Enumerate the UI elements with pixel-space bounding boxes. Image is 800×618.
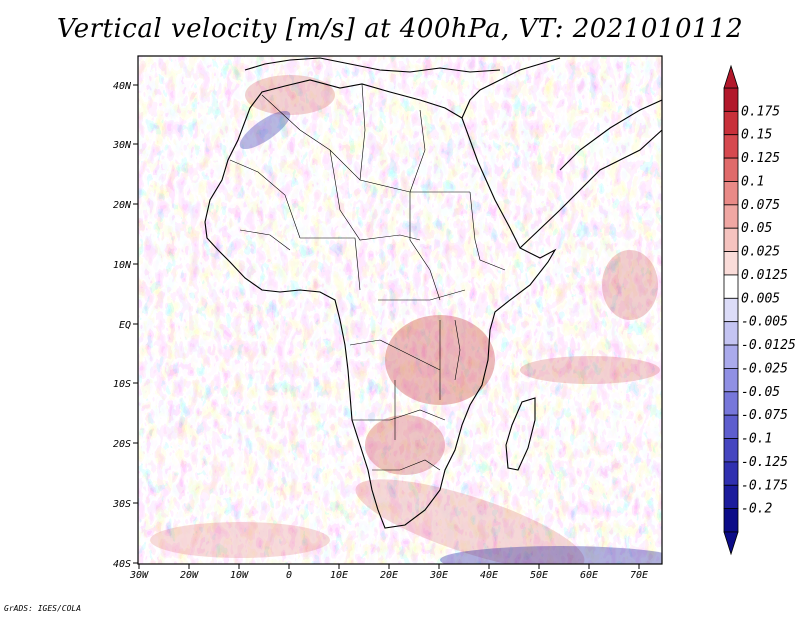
colorbar-label: 0.05: [741, 221, 772, 236]
colorbar-swatch: [723, 438, 739, 463]
colorbar-swatch: [723, 274, 739, 299]
lon-tick-label: 40E: [480, 570, 498, 581]
colorbar-swatch: [723, 251, 739, 276]
colorbar-swatch: [723, 321, 739, 346]
colorbar-label: 0.075: [741, 198, 780, 213]
chart-title: Vertical velocity [m/s] at 400hPa, VT: 2…: [56, 14, 744, 44]
lon-tick-label: 0: [286, 570, 292, 581]
lat-tick-label: EQ: [119, 320, 131, 331]
lat-tick-label: 40S: [113, 559, 131, 570]
lat-tick-label: 10S: [113, 379, 131, 390]
colorbar-swatch: [723, 204, 739, 229]
colorbar-label: 0.1: [741, 174, 764, 189]
lat-tick-label: 30N: [112, 140, 132, 151]
colorbar-swatch: [723, 484, 739, 510]
colorbar-swatch: [723, 110, 739, 136]
lat-tick-label: 30S: [112, 499, 131, 510]
colorbar-label: 0.175: [741, 104, 780, 119]
colorbar-swatch: [723, 461, 739, 486]
colorbar-swatch: [723, 181, 739, 206]
lon-tick-label: 50E: [530, 570, 548, 581]
colorbar-label: -0.1: [741, 432, 772, 447]
colorbar-label: -0.025: [741, 361, 788, 376]
lat-axis: 40N 30N 20N 10N EQ 10S 20S 30S 40S: [112, 81, 138, 570]
lon-tick-label: 60E: [580, 570, 598, 581]
credit-label: GrADS: IGES/COLA: [4, 604, 82, 613]
colorbar-swatch: [723, 368, 739, 393]
colorbar-label: 0.125: [741, 151, 780, 166]
colorbar-swatch: [723, 344, 739, 369]
colorbar-label: -0.0125: [741, 338, 796, 353]
borders: [229, 83, 506, 471]
lon-tick-label: 10W: [230, 570, 249, 581]
lon-tick-label: 20W: [180, 570, 199, 581]
colorbar-min-arrow: [723, 531, 739, 556]
colorbar: 0.175 0.15 0.125 0.1 0.075 0.05 0.025 0.0125 0.0…: [723, 64, 796, 556]
colorbar-label: 0.005: [741, 291, 780, 306]
lon-tick-label: 10E: [330, 570, 348, 581]
colorbar-label: -0.05: [741, 385, 780, 400]
lat-tick-label: 20S: [113, 439, 131, 450]
colorbar-label: -0.125: [741, 455, 788, 470]
colorbar-swatch: [723, 87, 739, 112]
lon-tick-label: 20E: [380, 570, 398, 581]
lon-axis: 30W 20W 10W 0 10E 20E 30E 40E 50E 60E 70…: [129, 564, 648, 581]
lat-tick-label: 40N: [113, 81, 132, 92]
colorbar-swatch: [723, 227, 739, 252]
lat-tick-label: 20N: [113, 200, 132, 211]
colorbar-label: -0.2: [741, 502, 772, 517]
colorbar-swatch: [723, 134, 739, 159]
colorbar-max-arrow: [723, 64, 739, 89]
lat-tick-label: 10N: [113, 260, 132, 271]
colorbar-label: 0.0125: [741, 268, 788, 283]
colorbar-swatch: [723, 414, 739, 439]
lon-tick-label: 70E: [630, 570, 648, 581]
colorbar-swatch: [723, 297, 739, 323]
colorbar-swatch: [723, 391, 739, 416]
colorbar-label: -0.005: [741, 315, 788, 330]
colorbar-swatch: [723, 508, 739, 533]
coastlines: [204, 57, 662, 529]
colorbar-label: -0.175: [741, 478, 788, 493]
colorbar-label: 0.15: [741, 128, 772, 143]
map-frame: [137, 55, 663, 565]
colorbar-swatch: [723, 157, 739, 182]
colorbar-label: 0.025: [741, 245, 780, 260]
lon-tick-label: 30E: [429, 570, 448, 581]
colorbar-label: -0.075: [741, 408, 788, 423]
lon-tick-label: 30W: [129, 570, 149, 581]
velocity-field: [138, 56, 662, 564]
